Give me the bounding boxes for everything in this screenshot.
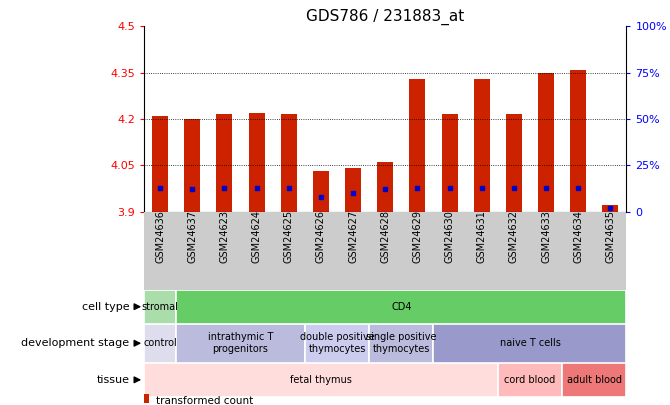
Bar — [313, 171, 329, 211]
Text: cord blood: cord blood — [505, 375, 555, 385]
Bar — [409, 79, 425, 211]
Bar — [506, 114, 522, 211]
Bar — [433, 324, 626, 363]
Bar — [369, 324, 433, 363]
Text: CD4: CD4 — [391, 302, 411, 312]
Text: stromal: stromal — [141, 302, 179, 312]
Bar — [570, 70, 586, 211]
Text: double positive
thymocytes: double positive thymocytes — [299, 333, 375, 354]
Bar — [538, 72, 554, 211]
Bar — [377, 162, 393, 211]
Bar — [184, 119, 200, 211]
Bar — [345, 168, 361, 211]
Text: fetal thymus: fetal thymus — [290, 375, 352, 385]
Text: transformed count: transformed count — [156, 396, 253, 405]
Bar — [602, 205, 618, 211]
Bar — [152, 116, 168, 211]
Bar — [176, 324, 305, 363]
Bar — [498, 363, 562, 397]
Title: GDS786 / 231883_at: GDS786 / 231883_at — [306, 9, 464, 25]
Bar — [144, 324, 176, 363]
Text: single positive
thymocytes: single positive thymocytes — [366, 333, 437, 354]
Bar — [474, 79, 490, 211]
Text: control: control — [143, 338, 177, 348]
Bar — [216, 114, 232, 211]
Text: adult blood: adult blood — [567, 375, 622, 385]
Bar — [144, 363, 498, 397]
Text: development stage: development stage — [21, 338, 129, 348]
Text: tissue: tissue — [96, 375, 129, 385]
Bar — [281, 114, 297, 211]
Text: intrathymic T
progenitors: intrathymic T progenitors — [208, 333, 273, 354]
Text: cell type: cell type — [82, 302, 129, 312]
Bar — [249, 113, 265, 211]
Bar — [442, 114, 458, 211]
Bar — [144, 290, 176, 324]
Text: naive T cells: naive T cells — [500, 338, 560, 348]
Bar — [305, 324, 369, 363]
Bar — [562, 363, 626, 397]
